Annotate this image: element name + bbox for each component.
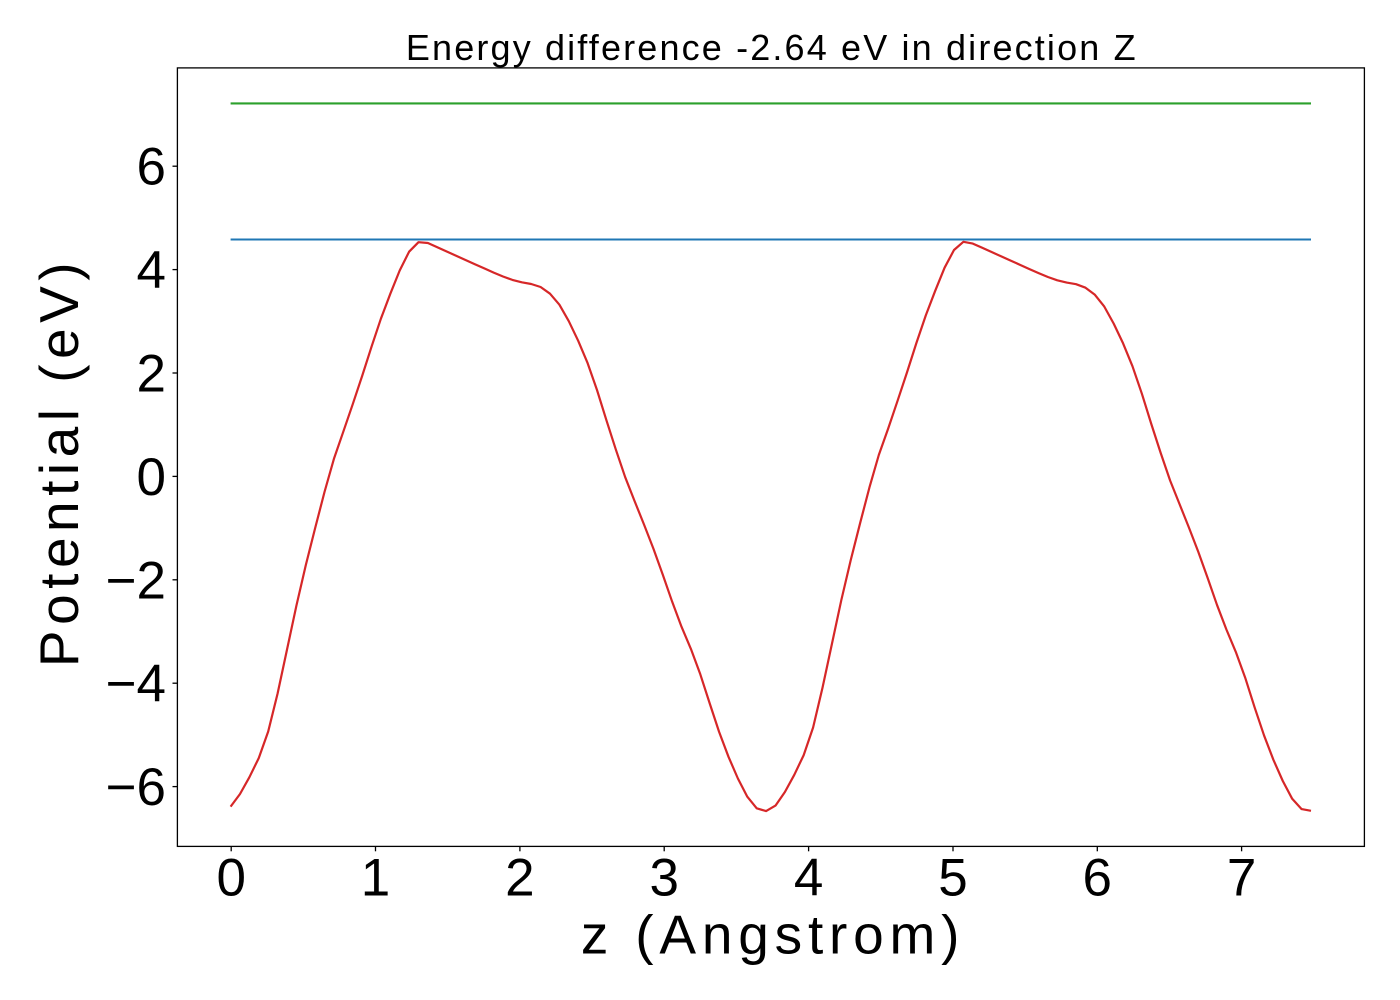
svg-text:−4: −4 xyxy=(106,655,166,714)
svg-text:−2: −2 xyxy=(106,551,166,610)
svg-text:6: 6 xyxy=(137,138,166,197)
svg-text:Potential (eV): Potential (eV) xyxy=(28,257,90,667)
svg-text:0: 0 xyxy=(216,849,245,908)
svg-text:0: 0 xyxy=(137,448,166,507)
svg-text:Energy difference -2.64 eV in: Energy difference -2.64 eV in direction … xyxy=(406,27,1138,68)
svg-text:6: 6 xyxy=(1083,849,1112,908)
svg-text:2: 2 xyxy=(505,849,534,908)
svg-text:z (Angstrom): z (Angstrom) xyxy=(581,903,965,965)
svg-text:5: 5 xyxy=(938,849,967,908)
svg-text:4: 4 xyxy=(794,849,823,908)
svg-text:3: 3 xyxy=(649,849,678,908)
svg-text:2: 2 xyxy=(137,345,166,404)
svg-text:4: 4 xyxy=(137,241,166,300)
svg-text:1: 1 xyxy=(361,849,390,908)
svg-text:−6: −6 xyxy=(106,758,166,817)
svg-text:7: 7 xyxy=(1227,849,1256,908)
